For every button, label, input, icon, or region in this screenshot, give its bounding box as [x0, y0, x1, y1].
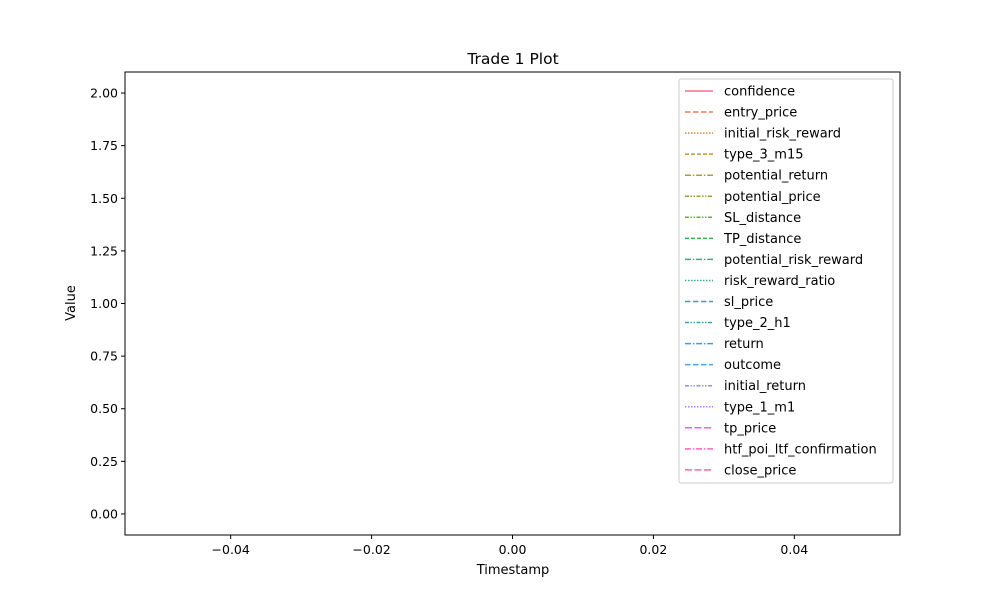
y-tick-label: 0.75 — [90, 349, 118, 364]
legend-entry: return — [724, 337, 764, 352]
chart-title: Trade 1 Plot — [466, 50, 558, 68]
legend-entry: tp_price — [724, 421, 776, 436]
y-axis: 0.00 0.25 0.50 0.75 1.00 1.25 1.50 1.75 2.00 — [90, 86, 125, 521]
legend-entry: close_price — [724, 463, 796, 478]
legend-entry: risk_reward_ratio — [724, 274, 835, 289]
x-axis-label: Timestamp — [476, 563, 550, 578]
legend-entry: SL_distance — [724, 211, 801, 226]
legend-entry: confidence — [724, 85, 795, 100]
y-tick-label: 1.00 — [90, 296, 118, 311]
legend-entry: type_1_m1 — [724, 400, 795, 415]
legend-entry: entry_price — [724, 106, 797, 121]
legend-entry: type_2_h1 — [724, 316, 791, 331]
y-tick-label: 1.50 — [90, 191, 118, 206]
legend-entry: sl_price — [724, 295, 773, 310]
y-tick-label: 0.25 — [90, 454, 118, 469]
y-tick-label: 2.00 — [90, 86, 118, 101]
legend-entry: initial_return — [724, 379, 806, 394]
y-tick-label: 1.75 — [90, 138, 118, 153]
legend-entry: type_3_m15 — [724, 148, 804, 163]
legend-entry: potential_price — [724, 190, 821, 205]
y-tick-label: 0.00 — [90, 506, 118, 521]
legend-entry: initial_risk_reward — [724, 127, 841, 142]
y-tick-label: 1.25 — [90, 243, 118, 258]
legend: confidence entry_price initial_risk_reward… — [678, 78, 894, 484]
legend-frame — [678, 78, 894, 484]
x-tick-label: −0.04 — [212, 542, 250, 557]
legend-entry: htf_poi_ltf_confirmation — [724, 442, 877, 457]
y-axis-label: Value — [64, 285, 79, 321]
x-tick-label: −0.02 — [352, 542, 390, 557]
legend-entry: outcome — [724, 358, 781, 373]
legend-entry: potential_risk_reward — [724, 253, 863, 268]
plot-area-frame — [124, 71, 901, 536]
x-tick-label: 0.04 — [780, 542, 808, 557]
x-tick-label: 0.02 — [639, 542, 667, 557]
x-axis: −0.04 −0.02 0.00 0.02 0.04 — [212, 535, 808, 557]
x-tick-label: 0.00 — [499, 542, 527, 557]
y-tick-label: 0.50 — [90, 401, 118, 416]
legend-entry: potential_return — [724, 169, 828, 184]
legend-entry: TP_distance — [723, 232, 801, 247]
